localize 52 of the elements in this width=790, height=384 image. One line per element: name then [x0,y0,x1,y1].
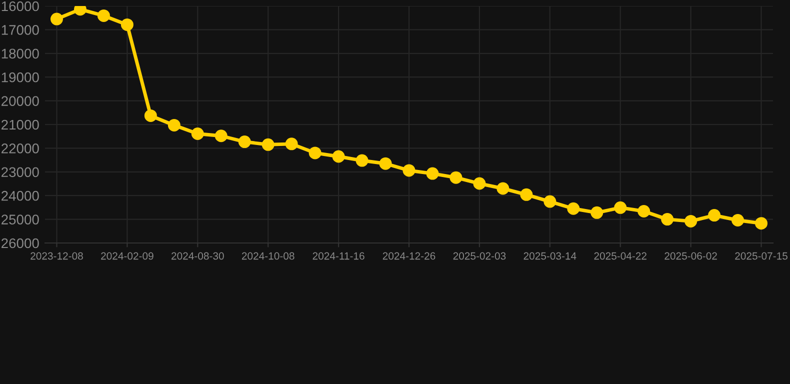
y-tick-label: 19000 [2,72,39,82]
point [308,146,322,160]
y-tick-label: 25000 [2,214,39,224]
point [520,188,533,201]
point [50,12,63,26]
point [238,136,251,148]
y-tick-label: 24000 [2,190,39,201]
point [97,9,110,22]
point [544,195,556,208]
x-tick-label: 2025-03-14 [524,252,576,260]
point [638,204,650,218]
point [356,154,368,167]
y-tick-label: 22000 [2,144,39,154]
x-tick-label: 2023-12-08 [30,252,83,260]
point [332,150,345,163]
y-tick-label: 17000 [2,25,39,35]
point [144,109,157,122]
point [661,213,674,226]
point [262,138,274,151]
x-tick-label: 2025-04-22 [594,252,646,260]
point [473,177,486,190]
point [450,171,462,184]
x-tick-label: 2024-08-30 [172,252,224,260]
point [567,202,580,215]
point [402,164,416,177]
y-tick-label: 21000 [2,120,39,130]
x-tick-label: 2024-02-09 [101,252,154,260]
point [214,130,228,142]
point [168,118,180,132]
point [191,127,204,140]
y-tick-label: 18000 [2,48,39,59]
point [684,214,698,228]
point [732,214,744,226]
point [285,138,298,150]
y-tick-label: 23000 [2,167,39,178]
x-tick-label: 2025-07-15 [735,252,788,260]
point [426,167,439,180]
point [379,157,392,170]
x-tick-label: 2024-11-16 [312,252,364,260]
y-tick-label: 26000 [2,238,39,248]
y-tick-label: 20000 [2,96,39,106]
x-tick-label: 2025-06-02 [664,252,717,260]
point [120,18,134,31]
point [590,206,604,219]
y-tick-label: 16000 [2,1,39,12]
x-tick-label: 2024-12-26 [382,252,436,260]
x-tick-label: 2024-10-08 [242,252,294,260]
point [496,182,510,195]
point [755,217,768,230]
point [614,201,627,214]
x-tick-label: 2025-02-03 [453,252,506,260]
point [708,209,721,222]
